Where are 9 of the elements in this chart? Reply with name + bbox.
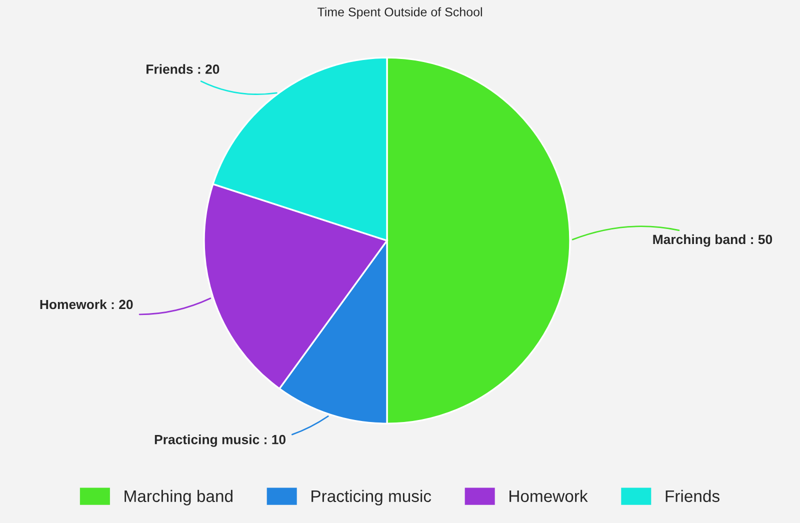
data-label: Practicing music : 10 [154, 434, 286, 447]
data-label: Homework : 20 [40, 299, 133, 310]
legend-label: Practicing music [312, 490, 432, 506]
legend-label: Friends [666, 490, 720, 502]
chart-title: Time Spent Outside of School [317, 7, 482, 19]
legend-label: Marching band [124, 490, 232, 506]
legend-label: Homework [510, 490, 588, 502]
data-label: Friends : 20 [146, 64, 220, 74]
data-label: Marching band : 50 [653, 234, 772, 247]
